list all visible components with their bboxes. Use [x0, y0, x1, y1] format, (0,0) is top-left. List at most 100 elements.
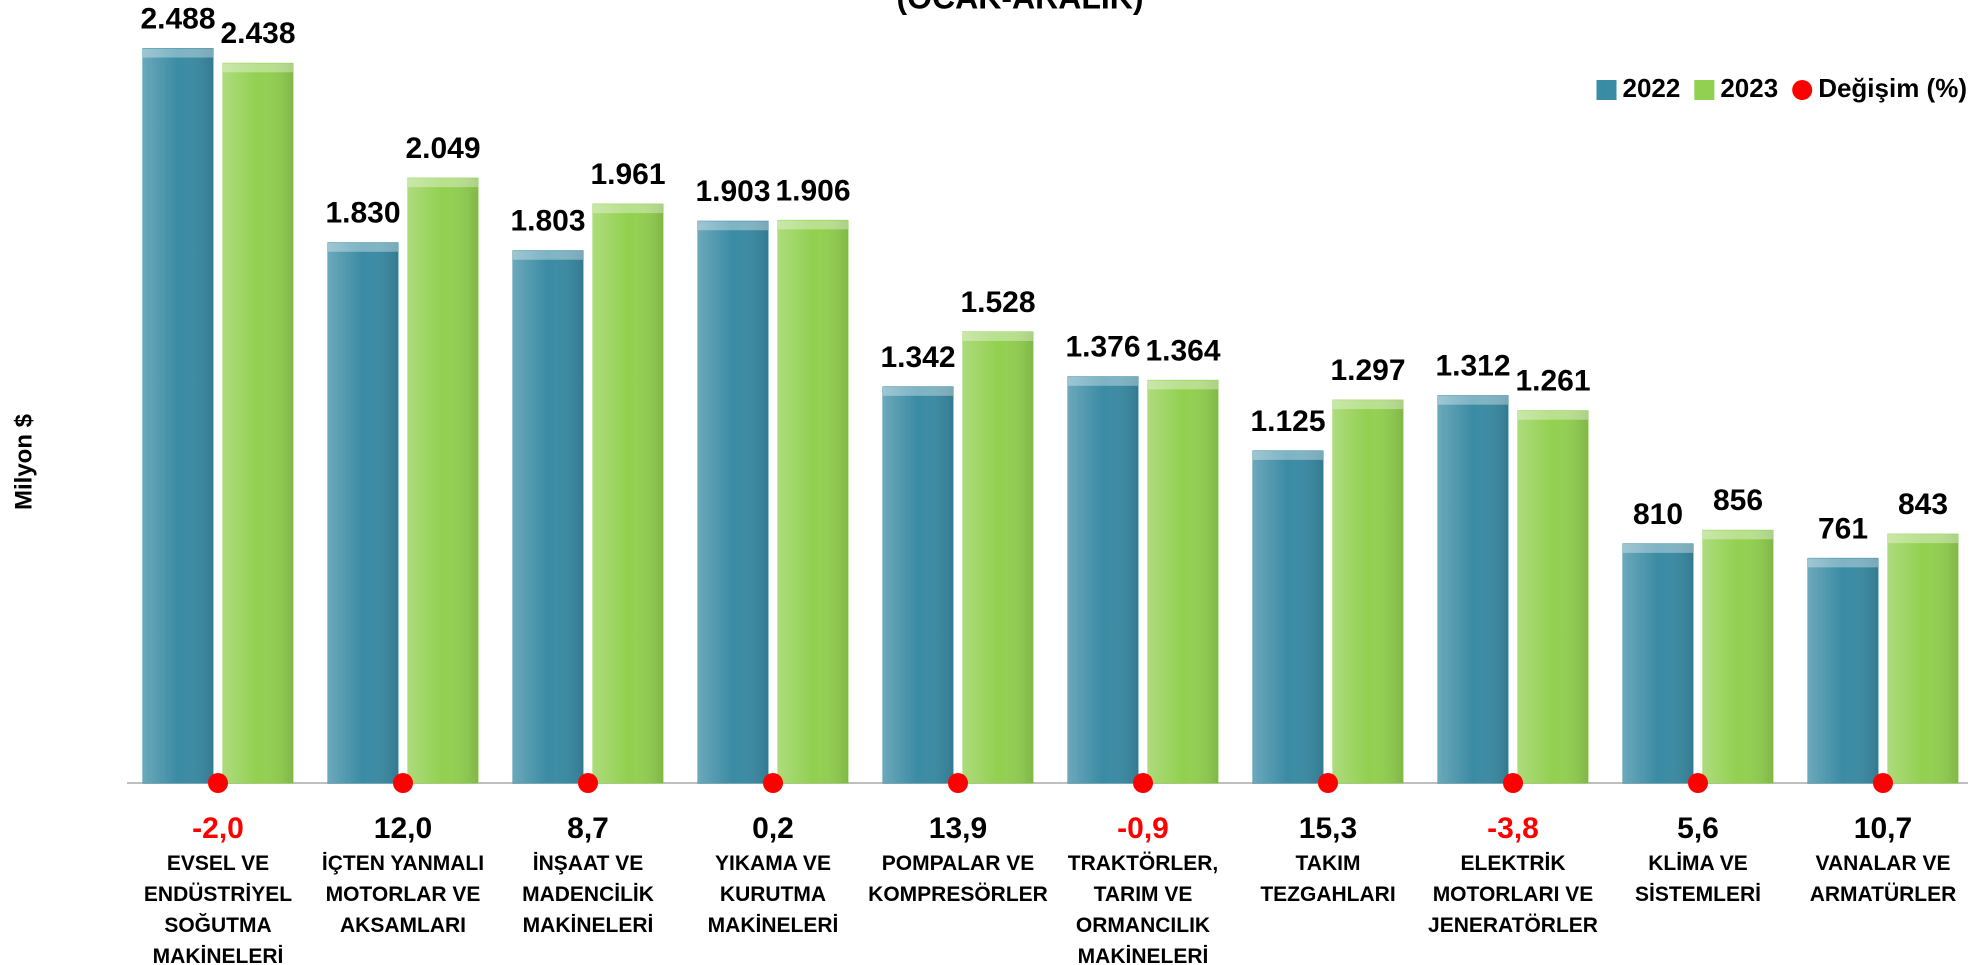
bar-cap: [1148, 380, 1218, 390]
bar-shine: [513, 250, 583, 783]
bar-shine: [223, 63, 293, 784]
bar-shine: [1808, 558, 1878, 783]
value-label: 1.125: [1250, 405, 1325, 438]
legend-swatch: [1596, 80, 1617, 100]
bar-shine: [408, 178, 478, 783]
bar-shine: [963, 331, 1033, 783]
bar-cap: [593, 204, 663, 214]
x-tick-label: POMPALAR VE KOMPRESÖRLER: [868, 852, 1048, 906]
value-label: 1.528: [960, 286, 1035, 319]
legend-label: 2022: [1623, 73, 1681, 103]
change-label: 15,3: [1299, 812, 1357, 845]
bar-cap: [408, 178, 478, 188]
change-label: 12,0: [374, 812, 432, 845]
bar-cap: [963, 331, 1033, 341]
value-label: 761: [1818, 512, 1868, 545]
x-tick-label: TAKIM TEZGAHLARI: [1260, 852, 1396, 906]
change-marker: [1318, 773, 1338, 793]
x-tick-label: EVSEL VE ENDÜSTRİYEL SOĞUTMA MAKİNELERİ: [143, 852, 293, 965]
value-label: 810: [1633, 498, 1683, 531]
value-label: 1.903: [695, 175, 770, 208]
bar-cap: [1808, 558, 1878, 568]
change-marker: [763, 773, 783, 793]
change-marker: [1873, 773, 1893, 793]
value-label: 1.376: [1065, 331, 1140, 364]
value-label: 1.803: [510, 205, 585, 238]
bar-cap: [143, 48, 213, 58]
value-label: 1.312: [1435, 350, 1510, 383]
x-tick-label: VANALAR VE ARMATÜRLER: [1809, 852, 1957, 906]
value-label: 1.297: [1330, 354, 1405, 387]
change-marker: [208, 773, 228, 793]
x-tick-label: İÇTEN YANMALI MOTORLAR VE AKSAMLARI: [321, 852, 485, 937]
bar-cap: [1253, 450, 1323, 460]
bar-cap: [328, 242, 398, 252]
change-marker: [948, 773, 968, 793]
bar-cap: [1518, 410, 1588, 420]
x-tick-label: İNŞAAT VE MADENCİLİK MAKİNELERİ: [522, 852, 654, 937]
change-label: 10,7: [1854, 812, 1912, 845]
value-label: 1.364: [1145, 334, 1220, 367]
change-label: 5,6: [1677, 812, 1719, 845]
value-label: 1.830: [325, 197, 400, 230]
value-label: 1.261: [1515, 365, 1590, 398]
bar-shine: [698, 221, 768, 784]
bar-shine: [328, 242, 398, 783]
change-marker: [1688, 773, 1708, 793]
bar-cap: [883, 386, 953, 396]
value-label: 2.488: [140, 2, 215, 35]
value-label: 843: [1898, 488, 1948, 521]
x-tick-label: YIKAMA VE KURUTMA MAKİNELERİ: [707, 852, 839, 937]
change-marker: [1133, 773, 1153, 793]
value-label: 1.342: [880, 341, 955, 374]
change-marker: [393, 773, 413, 793]
change-marker: [578, 773, 598, 793]
bar-shine: [1888, 534, 1958, 783]
x-tick-label: ELEKTRİK MOTORLARI VE JENERATÖRLER: [1428, 852, 1598, 937]
bar-cap: [513, 250, 583, 260]
bar-cap: [698, 221, 768, 231]
change-label: 8,7: [567, 812, 609, 845]
value-label: 856: [1713, 484, 1763, 517]
x-tick-label: KLİMA VE SİSTEMLERİ: [1634, 852, 1761, 906]
change-label: 13,9: [929, 812, 987, 845]
legend-label: Değişim (%): [1818, 73, 1967, 103]
x-tick-label: TRAKTÖRLER, TARIM VE ORMANCILIK MAKİNELE…: [1067, 852, 1219, 965]
bar-cap: [1438, 395, 1508, 405]
value-label: 1.961: [590, 158, 665, 191]
bar-shine: [883, 386, 953, 783]
y-axis-label: Milyon $: [10, 413, 37, 510]
bar-shine: [593, 204, 663, 783]
bar-cap: [1068, 376, 1138, 386]
legend-label: 2023: [1720, 73, 1778, 103]
legend-swatch: [1792, 80, 1813, 100]
bar-shine: [1068, 376, 1138, 783]
bar-cap: [1888, 534, 1958, 544]
value-label: 2.049: [405, 132, 480, 165]
change-label: -3,8: [1487, 812, 1539, 845]
change-label: 0,2: [752, 812, 794, 845]
bar-shine: [1438, 395, 1508, 783]
bar-shine: [1148, 380, 1218, 783]
bar-shine: [778, 220, 848, 783]
bar-shine: [1333, 400, 1403, 783]
bar-cap: [1333, 400, 1403, 410]
bar-cap: [223, 63, 293, 73]
change-label: -0,9: [1117, 812, 1169, 845]
value-label: 1.906: [775, 174, 850, 207]
value-label: 2.438: [220, 17, 295, 50]
bar-cap: [778, 220, 848, 230]
bar-cap: [1623, 543, 1693, 553]
bar-shine: [1703, 530, 1773, 783]
change-marker: [1503, 773, 1523, 793]
change-label: -2,0: [192, 812, 244, 845]
bar-shine: [1623, 543, 1693, 783]
chart-title: (OCAK-ARALIK): [896, 0, 1143, 15]
bar-shine: [1518, 410, 1588, 783]
bar-cap: [1703, 530, 1773, 540]
legend-swatch: [1694, 80, 1715, 100]
bar-shine: [1253, 450, 1323, 783]
bar-shine: [143, 48, 213, 783]
